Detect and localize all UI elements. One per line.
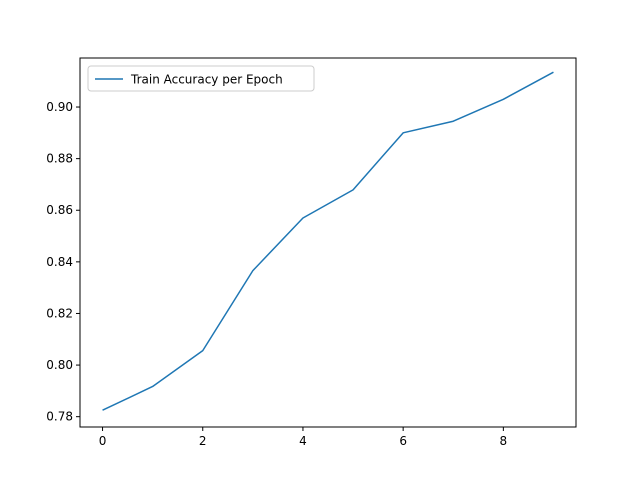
x-tick-label: 4: [299, 434, 307, 448]
legend: Train Accuracy per Epoch: [88, 66, 314, 91]
y-tick-label: 0.80: [46, 358, 73, 372]
x-tick-label: 0: [99, 434, 107, 448]
y-tick-label: 0.82: [46, 306, 73, 320]
y-tick-label: 0.78: [46, 410, 73, 424]
y-tick-label: 0.90: [46, 100, 73, 114]
x-tick-label: 8: [500, 434, 508, 448]
x-tick-label: 6: [399, 434, 407, 448]
y-tick-label: 0.88: [46, 152, 73, 166]
y-tick-label: 0.86: [46, 203, 73, 217]
legend-label: Train Accuracy per Epoch: [130, 73, 283, 87]
y-tick-label: 0.84: [46, 255, 73, 269]
x-tick-label: 2: [199, 434, 207, 448]
